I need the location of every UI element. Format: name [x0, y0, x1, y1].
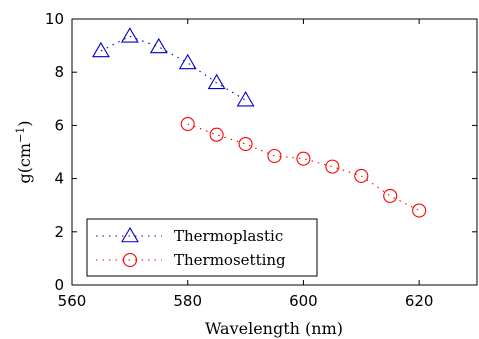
data-point-triangle — [120, 27, 139, 43]
data-point-circle — [122, 252, 138, 268]
y-axis-title-sup: −1 — [14, 127, 27, 143]
legend-entry: Thermoplastic — [96, 226, 283, 245]
ticks-layer: 560 580 600 620 0 2 4 6 8 10 — [45, 10, 477, 310]
x-tick-label: 620 — [405, 292, 434, 310]
data-point-triangle — [207, 73, 226, 90]
x-tick-label: 580 — [173, 292, 202, 310]
data-point-circle — [209, 127, 224, 142]
legend-entries: Thermoplastic Thermosetting — [96, 226, 286, 269]
series-thermoplastic — [91, 27, 255, 107]
y-tick-label: 2 — [54, 223, 64, 241]
x-tick-label: 600 — [289, 292, 318, 310]
data-point-triangle — [236, 91, 255, 107]
y-tick-label: 6 — [54, 116, 64, 134]
data-point-circle — [238, 136, 253, 152]
data-point-triangle — [178, 53, 197, 70]
data-point-circle — [267, 148, 282, 164]
data-point-triangle — [121, 226, 139, 243]
data-point-circle — [383, 188, 398, 203]
data-point-circle — [412, 203, 427, 218]
data-point-circle — [354, 168, 369, 183]
series-line — [100, 35, 246, 101]
data-point-circle — [180, 117, 195, 132]
y-tick-label: 4 — [54, 170, 64, 188]
data-point-triangle — [91, 41, 110, 58]
data-point-triangle — [149, 37, 168, 54]
legend-box — [86, 218, 318, 277]
x-axis-title: Wavelength (nm) — [205, 319, 343, 338]
legend-label: Thermosetting — [174, 251, 286, 269]
data-point-circle — [325, 159, 340, 174]
series-thermosetting — [180, 117, 427, 218]
y-tick-label: 0 — [54, 276, 64, 294]
legend-entry: Thermosetting — [96, 251, 286, 269]
legend: Thermoplastic Thermosetting — [86, 218, 318, 277]
x-tick-label: 560 — [58, 292, 87, 310]
y-axis-title: g(cm−1) — [14, 120, 35, 183]
legend-label: Thermoplastic — [174, 227, 283, 245]
y-axis-title-base: g(cm — [15, 143, 34, 184]
plot-frame — [71, 18, 478, 286]
y-tick-label: 8 — [54, 63, 64, 81]
data-point-circle — [296, 151, 311, 166]
y-tick-label: 10 — [45, 10, 64, 28]
y-axis-title-tail: ) — [15, 120, 34, 126]
series-layer — [91, 27, 427, 218]
